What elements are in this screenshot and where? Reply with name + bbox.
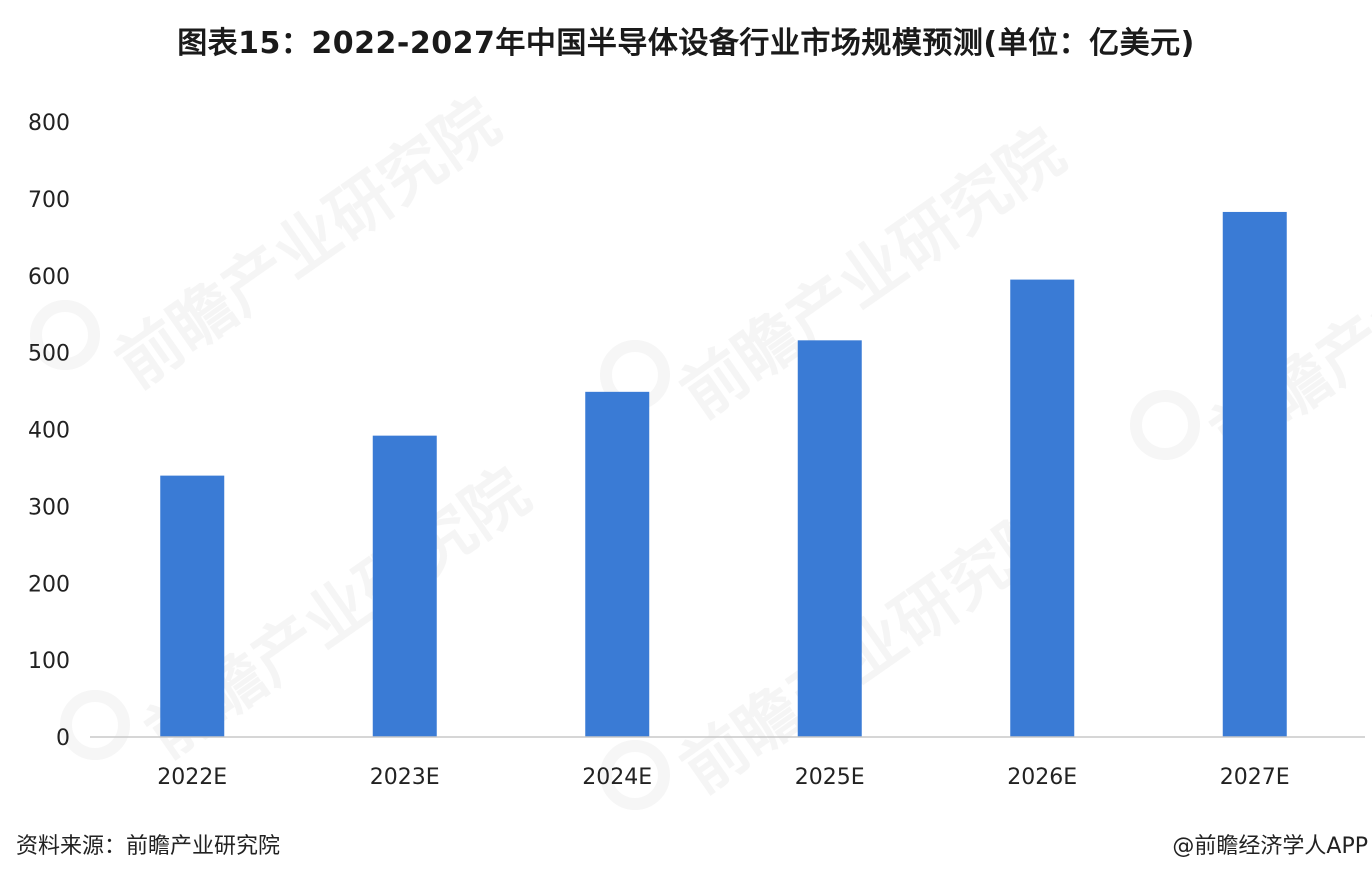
x-tick-label: 2022E — [157, 765, 227, 790]
bar-2027E — [1222, 211, 1287, 738]
x-tick-label: 2025E — [795, 765, 865, 790]
bar-2025E — [797, 340, 862, 737]
x-tick-label: 2023E — [370, 765, 440, 790]
y-tick-label: 600 — [28, 265, 70, 290]
y-tick-label: 700 — [28, 188, 70, 213]
bar-2026E — [1010, 279, 1075, 737]
x-axis: 2022E 2023E 2024E 2025E 2026E 2027E — [157, 765, 1289, 790]
y-tick-label: 400 — [28, 419, 70, 444]
bar-2022E — [160, 475, 225, 737]
chart-title: 图表15：2022-2027年中国半导体设备行业市场规模预测(单位：亿美元) — [177, 26, 1195, 61]
y-tick-label: 500 — [28, 342, 70, 367]
x-tick-label: 2027E — [1220, 765, 1290, 790]
x-tick-label: 2024E — [582, 765, 652, 790]
bars-group — [160, 211, 1287, 738]
credit-note: @前瞻经济学人APP — [1172, 834, 1368, 859]
y-tick-label: 100 — [28, 649, 70, 674]
bar-2024E — [585, 391, 650, 737]
y-axis: 0 100 200 300 400 500 600 700 800 — [28, 111, 70, 751]
y-tick-label: 800 — [28, 111, 70, 136]
y-tick-label: 0 — [56, 726, 70, 751]
source-note: 资料来源：前瞻产业研究院 — [16, 834, 281, 859]
bar-2023E — [372, 435, 437, 737]
y-tick-label: 300 — [28, 495, 70, 520]
x-tick-label: 2026E — [1007, 765, 1077, 790]
y-tick-label: 200 — [28, 572, 70, 597]
